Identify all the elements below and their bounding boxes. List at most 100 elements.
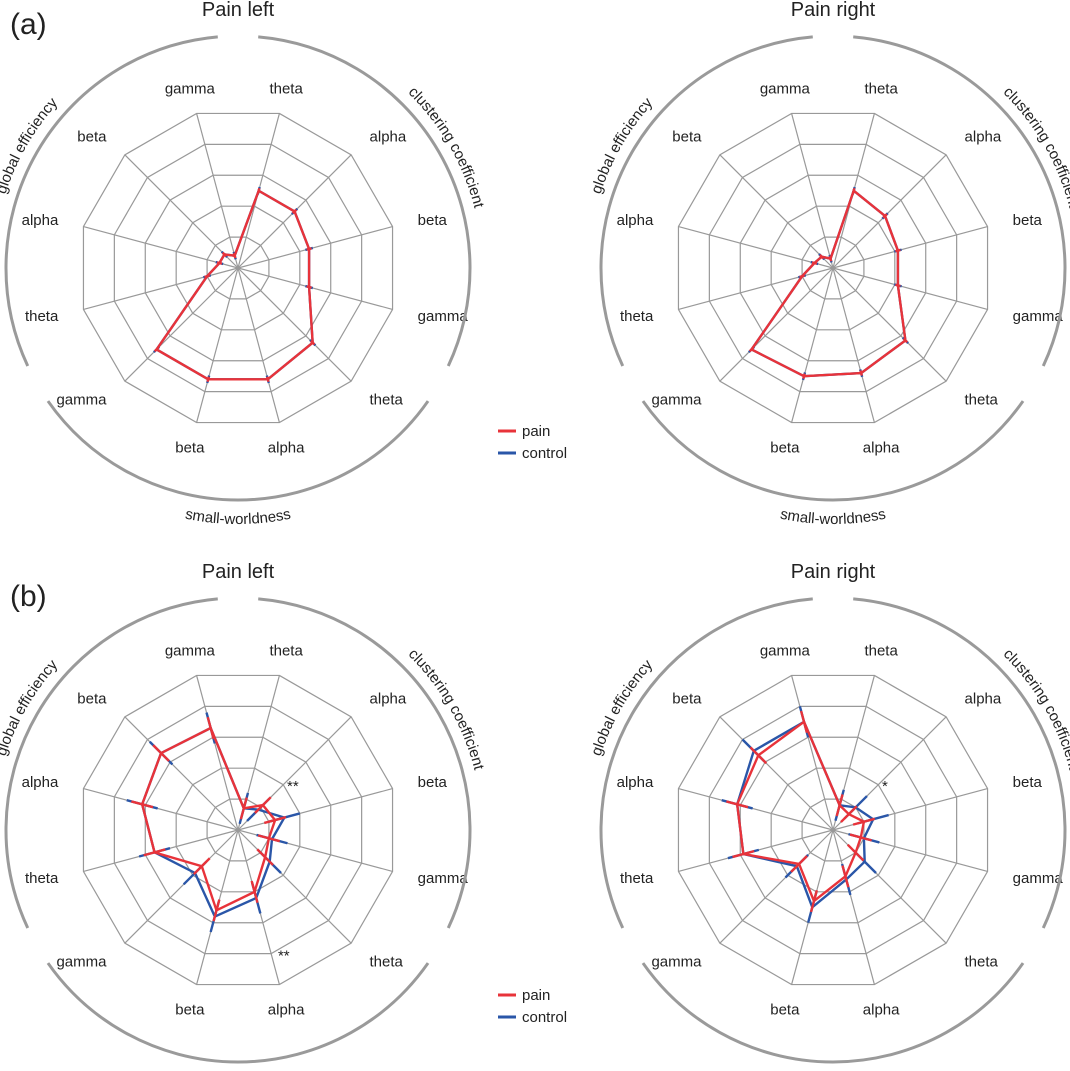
group-label-small-worldness: small-worldness — [779, 1068, 887, 1071]
grid-spoke — [124, 716, 239, 831]
chart-title: Pain right — [791, 0, 876, 21]
grid-spoke — [832, 267, 988, 310]
group-arc — [258, 35, 472, 367]
grid-spoke — [719, 267, 834, 382]
grid-spoke — [237, 267, 280, 423]
axis-label-gamma: gamma — [56, 954, 107, 971]
axis-label-theta: theta — [269, 642, 303, 659]
legend: pain control — [498, 423, 567, 462]
grid-spoke — [832, 154, 947, 269]
axis-label-beta: beta — [1013, 774, 1043, 791]
series-control — [154, 188, 314, 381]
axis-label-theta: theta — [25, 308, 59, 325]
group-label-global-efficiency: global efficiency — [588, 94, 656, 196]
group-arc — [4, 35, 218, 367]
grid-spoke — [237, 788, 393, 831]
group-label-clustering-coefficient: clustering coefficient — [405, 645, 488, 772]
grid-spoke — [791, 675, 834, 831]
axis-label-alpha: alpha — [268, 440, 305, 457]
group-label-global-efficiency: global efficiency — [0, 94, 61, 196]
axis-label-alpha: alpha — [22, 212, 59, 229]
axis-label-beta: beta — [175, 1002, 205, 1019]
axis-label-beta: beta — [77, 690, 107, 707]
axis-label-theta: theta — [25, 870, 59, 887]
axis-label-alpha: alpha — [965, 128, 1002, 145]
axis-label-beta: beta — [77, 128, 107, 145]
axis-label-theta: theta — [864, 80, 898, 97]
axis-label-beta: beta — [770, 1002, 800, 1019]
group-arc — [853, 597, 1067, 929]
legend-label-control: control — [522, 1009, 567, 1026]
axis-label-beta: beta — [1013, 212, 1043, 229]
significance-marker: ** — [278, 948, 290, 965]
legend-label-pain: pain — [522, 423, 550, 440]
legend-label-control: control — [522, 445, 567, 462]
axis-label-theta: theta — [269, 80, 303, 97]
grid-spoke — [196, 113, 239, 269]
grid-spoke — [719, 154, 834, 269]
axis-label-gamma: gamma — [418, 870, 469, 887]
axis-label-beta: beta — [418, 212, 448, 229]
chart-title: Pain left — [202, 561, 275, 583]
group-arc — [599, 597, 813, 929]
group-label-clustering-coefficient: clustering coefficient — [1000, 83, 1070, 210]
axis-label-gamma: gamma — [56, 392, 107, 409]
grid-spoke — [832, 267, 875, 423]
axis-label-theta: theta — [370, 392, 404, 409]
group-arc — [46, 400, 430, 502]
axis-label-theta: theta — [620, 870, 654, 887]
axis-label-alpha: alpha — [863, 440, 900, 457]
grid-spoke — [791, 267, 834, 423]
group-arc — [4, 597, 218, 929]
axis-label-alpha: alpha — [22, 774, 59, 791]
grid-spoke — [237, 267, 393, 310]
grid-spoke — [832, 226, 988, 269]
radar-chart-a-pain-right: Pain right theta alpha beta gamma theta alpha b… — [588, 0, 1070, 528]
group-arc — [641, 962, 1025, 1064]
grid-spoke — [678, 788, 834, 831]
grid-spoke — [678, 267, 834, 310]
grid-spoke — [124, 267, 239, 382]
grid-spoke — [237, 829, 352, 944]
axis-label-alpha: alpha — [370, 690, 407, 707]
axis-label-beta: beta — [672, 690, 702, 707]
axis-label-theta: theta — [370, 954, 404, 971]
grid-spoke — [124, 154, 239, 269]
axis-label-gamma: gamma — [760, 80, 811, 97]
group-arc — [641, 400, 1025, 502]
grid-spoke — [719, 716, 834, 831]
axis-label-gamma: gamma — [165, 80, 216, 97]
group-arc — [853, 35, 1067, 367]
axis-label-gamma: gamma — [1013, 308, 1064, 325]
axis-label-theta: theta — [864, 642, 898, 659]
axis-label-gamma: gamma — [651, 954, 702, 971]
grid-spoke — [832, 829, 875, 985]
group-arc — [46, 962, 430, 1064]
grid-spoke — [678, 226, 834, 269]
series-pain — [154, 188, 314, 381]
group-label-global-efficiency: global efficiency — [588, 656, 656, 758]
group-arc — [599, 35, 813, 367]
group-label-global-efficiency: global efficiency — [0, 656, 61, 758]
grid-spoke — [83, 226, 239, 269]
axis-label-gamma: gamma — [418, 308, 469, 325]
grid-spoke — [196, 267, 239, 423]
significance-marker: ** — [287, 778, 299, 795]
legend: pain control — [498, 987, 567, 1026]
legend-label-pain: pain — [522, 987, 550, 1004]
axis-label-gamma: gamma — [760, 642, 811, 659]
grid-spoke — [237, 226, 393, 269]
grid-spoke — [83, 267, 239, 310]
grid-spoke — [791, 113, 834, 269]
grid-spoke — [832, 267, 947, 382]
radar-chart-a-pain-left: Pain left theta alpha beta gamma theta alpha be… — [0, 0, 487, 528]
axis-label-gamma: gamma — [1013, 870, 1064, 887]
axis-label-theta: theta — [965, 392, 999, 409]
panel-label-a: (a) — [10, 8, 47, 41]
chart-title: Pain left — [202, 0, 275, 21]
group-arc — [258, 597, 472, 929]
significance-marker: * — [882, 778, 888, 795]
group-label-clustering-coefficient: clustering coefficient — [405, 83, 488, 210]
axis-label-gamma: gamma — [651, 392, 702, 409]
